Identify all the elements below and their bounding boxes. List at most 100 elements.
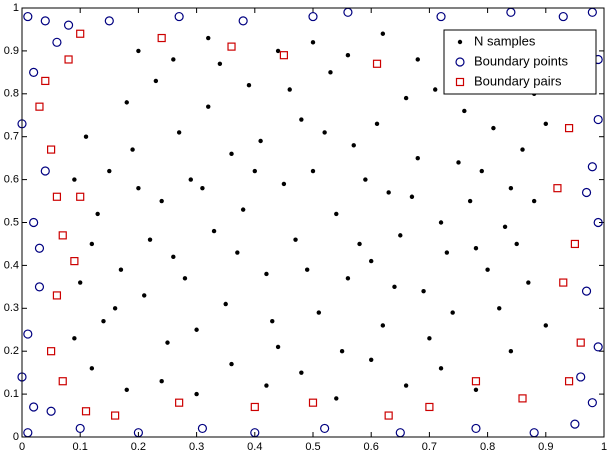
sample-point bbox=[171, 254, 176, 260]
legend-box bbox=[443, 29, 597, 95]
sample-point bbox=[235, 250, 240, 255]
sample-point bbox=[159, 198, 164, 204]
sample-point bbox=[491, 125, 496, 131]
sample-point bbox=[124, 100, 129, 105]
sample-point bbox=[124, 387, 129, 393]
boundary-point bbox=[29, 67, 39, 77]
boundary-pair bbox=[58, 231, 67, 240]
boundary-pair bbox=[70, 257, 79, 266]
sample-point bbox=[252, 168, 257, 174]
sample-point bbox=[526, 280, 531, 285]
boundary-point bbox=[593, 114, 603, 125]
sample-point bbox=[328, 70, 333, 75]
sample-point bbox=[508, 349, 514, 354]
boundary-pair bbox=[76, 192, 85, 201]
sample-point bbox=[101, 318, 106, 324]
sample-point bbox=[200, 185, 205, 191]
sample-point bbox=[398, 233, 403, 238]
sample-point bbox=[415, 155, 420, 161]
x-tick-label: 0.7 bbox=[422, 441, 437, 453]
boundary-pair bbox=[35, 102, 44, 111]
sample-point bbox=[264, 271, 269, 277]
y-tick-label: 0.6 bbox=[4, 174, 19, 186]
sample-point bbox=[380, 31, 386, 36]
y-tick-label: 0.9 bbox=[4, 45, 19, 57]
sample-point bbox=[299, 370, 304, 375]
boundary-point bbox=[46, 406, 56, 416]
sample-point bbox=[153, 78, 159, 84]
boundary-pair bbox=[308, 398, 318, 407]
boundary-point bbox=[593, 342, 603, 352]
boundary-point bbox=[34, 282, 45, 292]
boundary-pair bbox=[518, 394, 527, 403]
boundary-point bbox=[174, 11, 184, 22]
y-tick-label: 0.5 bbox=[4, 216, 19, 228]
boundary-pair bbox=[81, 407, 91, 416]
sample-point bbox=[188, 177, 193, 182]
boundary-point bbox=[40, 16, 50, 26]
boundary-point bbox=[570, 419, 580, 429]
boundary-pair bbox=[384, 411, 393, 420]
y-tick-label: 0 bbox=[13, 431, 19, 443]
boundary-pair bbox=[372, 59, 382, 68]
legend-marker bbox=[455, 77, 465, 87]
boundary-point bbox=[308, 11, 318, 22]
boundary-pair bbox=[175, 398, 184, 407]
sample-point bbox=[363, 177, 368, 182]
legend-label: Boundary points bbox=[474, 53, 568, 68]
sample-point bbox=[369, 357, 374, 362]
sample-point bbox=[473, 246, 479, 251]
sample-point bbox=[165, 340, 170, 345]
sample-point bbox=[438, 366, 444, 371]
sample-point bbox=[409, 194, 415, 199]
y-tick-label: 0.4 bbox=[4, 259, 19, 271]
sample-point bbox=[334, 211, 339, 217]
boundary-pair bbox=[41, 76, 50, 86]
sample-point bbox=[403, 95, 409, 101]
sample-point bbox=[147, 237, 153, 242]
sample-point bbox=[322, 130, 327, 135]
sample-point bbox=[118, 267, 124, 272]
sample-point bbox=[223, 301, 228, 307]
sample-point bbox=[508, 185, 514, 191]
sample-point bbox=[176, 130, 182, 135]
sample-point bbox=[497, 306, 502, 311]
boundary-point bbox=[587, 398, 597, 408]
boundary-point bbox=[558, 11, 568, 22]
boundary-point bbox=[23, 329, 33, 339]
boundary-point bbox=[23, 11, 33, 22]
sample-point bbox=[310, 168, 316, 174]
boundary-point bbox=[581, 187, 592, 198]
sample-point bbox=[206, 35, 211, 41]
sample-point bbox=[444, 250, 450, 255]
sample-point bbox=[374, 121, 380, 127]
sample-point bbox=[72, 336, 77, 341]
sample-point bbox=[467, 198, 473, 204]
boundary-point bbox=[34, 243, 45, 253]
x-tick-label: 0.3 bbox=[189, 441, 204, 453]
boundary-pair bbox=[553, 184, 562, 193]
boundary-pair bbox=[564, 377, 574, 386]
boundary-pair bbox=[157, 33, 166, 43]
boundary-pair bbox=[52, 291, 62, 300]
sample-point bbox=[392, 284, 397, 290]
boundary-point bbox=[436, 11, 446, 22]
sample-point bbox=[171, 57, 176, 62]
sample-point bbox=[543, 121, 548, 127]
boundary-pair bbox=[227, 42, 236, 51]
sample-point bbox=[78, 280, 83, 285]
x-tick-label: 0.6 bbox=[364, 441, 379, 453]
legend-marker bbox=[455, 57, 465, 67]
boundary-pair bbox=[46, 347, 56, 356]
boundary-point bbox=[75, 423, 85, 434]
boundary-point bbox=[29, 217, 39, 228]
sample-point bbox=[95, 211, 100, 217]
boundary-pair bbox=[52, 192, 62, 201]
sample-point bbox=[415, 57, 420, 62]
sample-point bbox=[229, 361, 234, 367]
boundary-pair bbox=[425, 402, 434, 412]
y-tick-label: 0.3 bbox=[4, 302, 19, 314]
sample-point bbox=[351, 143, 356, 148]
x-tick-label: 0.2 bbox=[131, 441, 146, 453]
